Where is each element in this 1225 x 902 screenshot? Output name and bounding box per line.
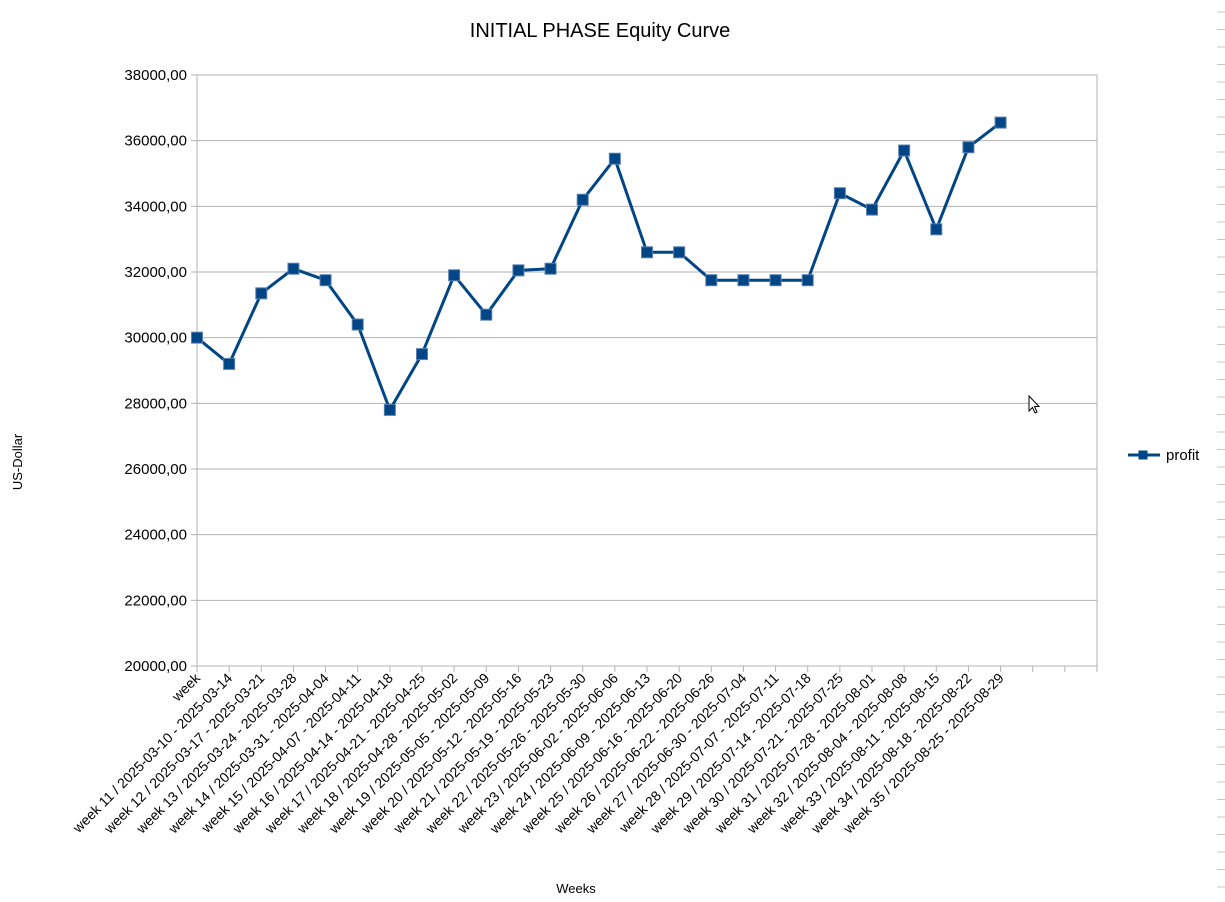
x-axis-title: Weeks — [556, 881, 596, 896]
data-point — [673, 246, 686, 259]
y-tick-label: 34000,00 — [124, 198, 187, 215]
data-point — [898, 144, 911, 157]
legend-marker — [1138, 450, 1148, 460]
data-point — [287, 262, 300, 275]
data-point — [833, 187, 846, 200]
data-point — [223, 357, 236, 370]
data-point — [448, 269, 461, 282]
y-tick-label: 22000,00 — [124, 592, 187, 609]
y-tick-label: 24000,00 — [124, 527, 187, 544]
y-axis-title: US-Dollar — [10, 433, 25, 490]
data-point — [191, 331, 203, 344]
data-point — [576, 193, 589, 206]
series-line — [196, 121, 1002, 412]
y-tick-label: 36000,00 — [124, 133, 187, 150]
y-tick-label: 26000,00 — [124, 461, 187, 478]
data-point — [994, 116, 1007, 129]
y-tick-label: 32000,00 — [124, 264, 187, 281]
data-point — [512, 264, 525, 277]
y-tick-label: 30000,00 — [124, 330, 187, 347]
page-edge-ruler — [1217, 11, 1225, 888]
y-tick-label: 38000,00 — [124, 67, 187, 84]
data-point — [608, 152, 621, 165]
data-point — [705, 274, 718, 287]
series-profit — [191, 116, 1007, 416]
data-point — [866, 203, 878, 216]
y-axis: 20000,00 22000,00 24000,00 26000,00 28000,00… — [124, 67, 197, 675]
data-point — [641, 246, 653, 259]
data-point — [416, 348, 428, 361]
data-point — [480, 308, 493, 321]
y-tick-label: 20000,00 — [124, 658, 187, 675]
legend: profit — [1128, 447, 1200, 464]
data-point — [962, 141, 975, 154]
gridlines — [197, 140, 1097, 601]
data-point — [319, 274, 332, 287]
data-point — [769, 274, 782, 287]
legend-label-profit: profit — [1166, 447, 1200, 464]
data-point — [930, 223, 943, 236]
mouse-cursor-icon — [1028, 394, 1041, 414]
data-point — [801, 274, 814, 287]
data-point — [255, 287, 268, 300]
data-point — [737, 274, 750, 287]
data-point — [351, 318, 364, 331]
chart-title: INITIAL PHASE Equity Curve — [470, 20, 730, 42]
data-point — [383, 403, 396, 416]
y-tick-label: 28000,00 — [124, 395, 187, 412]
data-point — [544, 262, 557, 275]
